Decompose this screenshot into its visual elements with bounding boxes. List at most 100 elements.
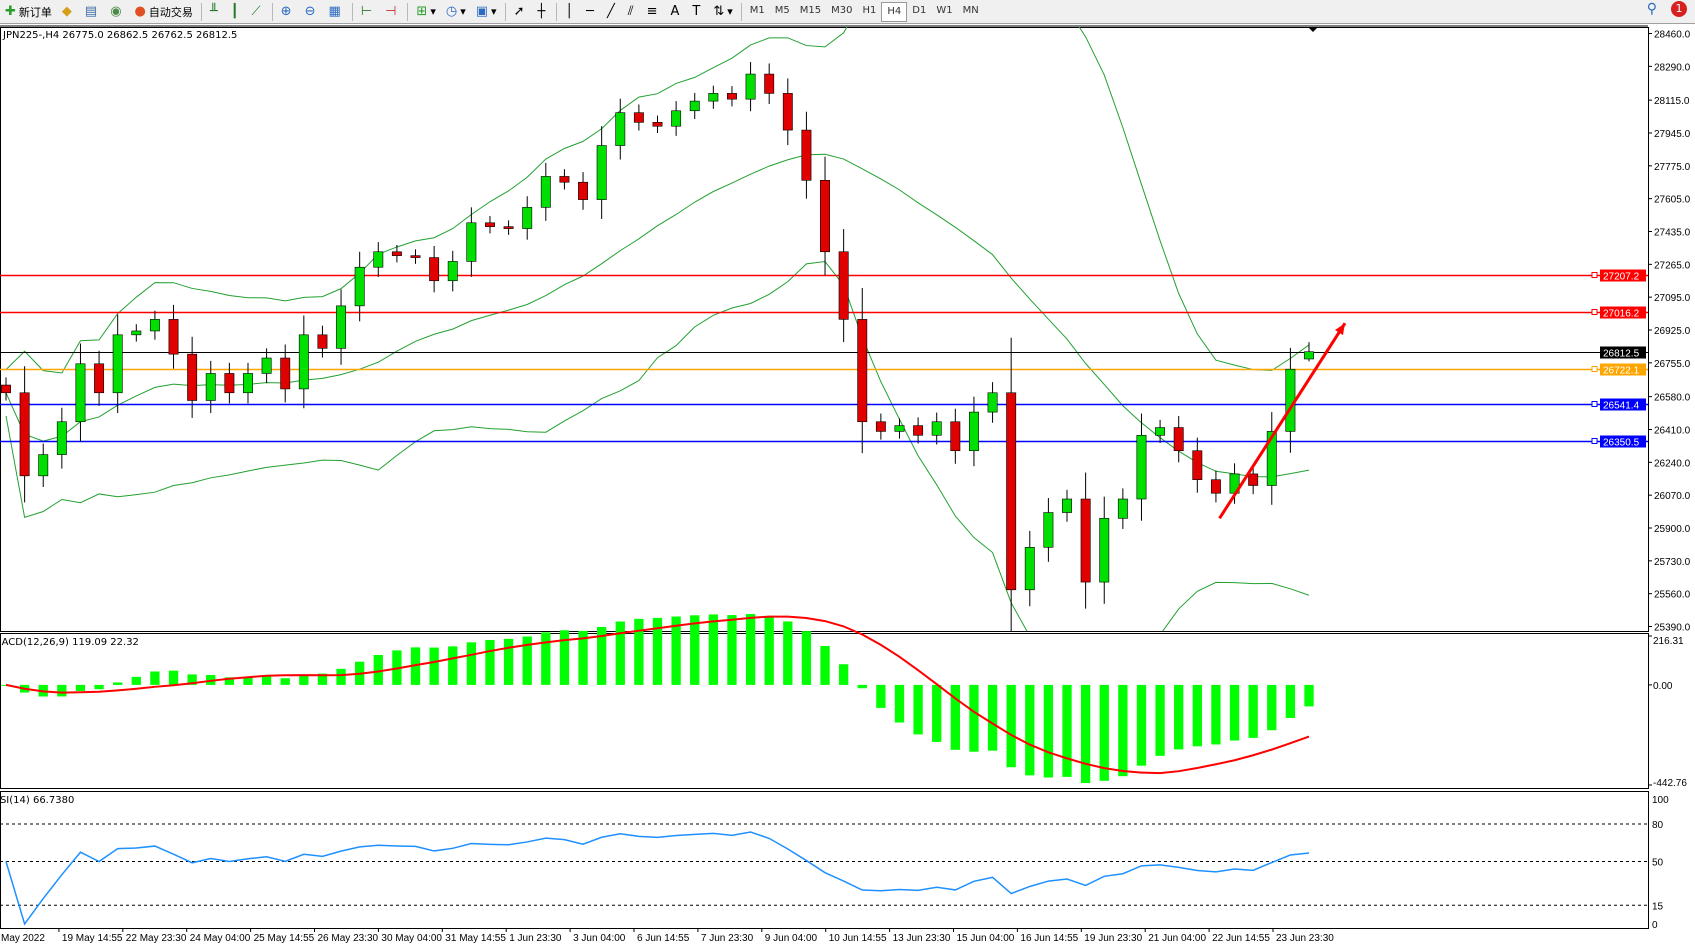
level-handle xyxy=(1591,272,1598,278)
horizontal-line-button[interactable]: ─ xyxy=(582,2,601,22)
tile-windows-button[interactable]: ▦ xyxy=(324,2,347,22)
macd-tick-label: 216.31 xyxy=(1653,636,1684,647)
macd-bar xyxy=(1192,684,1202,747)
timeframe-h4[interactable]: H4 xyxy=(881,1,908,22)
new-order-button[interactable]: ✚ 新订单 xyxy=(5,4,52,19)
candle-body xyxy=(820,180,830,253)
timeframe-w1[interactable]: W1 xyxy=(936,4,953,16)
cursor-button[interactable]: ➚ xyxy=(510,2,532,22)
candle-body xyxy=(298,334,309,390)
zoom-in-button[interactable]: ⊕ xyxy=(277,2,299,22)
candle-body xyxy=(578,181,588,200)
equidistant-channel-button[interactable]: ⫽ xyxy=(624,2,641,22)
separator xyxy=(740,2,742,21)
candle-body xyxy=(1266,431,1277,486)
signal-button[interactable]: ◉ xyxy=(106,2,128,22)
candle-body xyxy=(56,421,67,455)
macd-bar xyxy=(950,684,960,750)
text-label-button[interactable]: T xyxy=(688,2,707,22)
time-tick-label: 19 May 14:55 xyxy=(62,933,123,944)
search-icon[interactable]: ⚲ xyxy=(1646,1,1657,17)
candle-body xyxy=(615,112,626,146)
time-tick-label: 24 May 04:00 xyxy=(190,933,251,944)
candle-body xyxy=(112,334,123,394)
timeframe-d1[interactable]: D1 xyxy=(912,4,927,16)
candle-body xyxy=(149,319,160,332)
time-tick-label: 13 Jun 23:30 xyxy=(893,933,951,944)
candle-body xyxy=(1024,547,1035,591)
notification-badge[interactable]: 1 xyxy=(1671,1,1687,17)
candle-body xyxy=(950,421,961,452)
separator xyxy=(271,2,273,21)
macd-bar xyxy=(280,678,290,685)
level-handle xyxy=(1591,438,1598,444)
timeframe-m15[interactable]: M15 xyxy=(799,4,822,16)
candle-body xyxy=(1210,479,1221,494)
macd-bar xyxy=(1267,684,1277,731)
timeframe-bar: M1 M5 M15 M30 H1 H4 D1 W1 MN xyxy=(745,1,984,22)
indicators-button[interactable]: ⊞ ▾ xyxy=(416,4,436,19)
timeframe-h1[interactable]: H1 xyxy=(862,4,877,16)
arrows-button[interactable]: ⇅ ▾ xyxy=(713,4,733,19)
periods-button[interactable]: ◷ ▾ xyxy=(445,4,466,19)
candle-body xyxy=(261,357,272,374)
bollinger-upper xyxy=(5,27,1310,374)
rsi-pane xyxy=(0,791,1649,929)
candle-body xyxy=(503,226,514,229)
timeframe-m5[interactable]: M5 xyxy=(774,4,790,16)
price-axis-area xyxy=(1649,27,1695,947)
macd-bar xyxy=(764,615,774,685)
macd-bar xyxy=(727,615,737,685)
line-chart-button[interactable]: ⟋ xyxy=(248,2,268,22)
macd-bar xyxy=(466,642,477,685)
chart-shift-button[interactable]: ⊢ xyxy=(357,2,379,22)
candle-body xyxy=(652,122,663,127)
candle-body xyxy=(522,207,533,229)
candle-body xyxy=(1285,368,1296,432)
zoom-out-button[interactable]: ⊖ xyxy=(301,2,323,22)
bar-chart-icon: ╨ xyxy=(209,4,218,19)
macd-bar xyxy=(1043,684,1054,778)
macd-bar xyxy=(1006,684,1016,768)
history-center-icon: ▤ xyxy=(84,4,98,19)
autoscroll-button[interactable]: ⊣ xyxy=(381,2,403,22)
price-tick-label: 27095.0 xyxy=(1654,293,1691,304)
fibonacci-button[interactable]: ≡ xyxy=(643,2,665,22)
candle-body xyxy=(1080,498,1091,583)
trendline-button[interactable]: ╱ xyxy=(603,2,622,22)
templates-button[interactable]: ▣ ▾ xyxy=(475,4,497,19)
new-order-icon: ✚ xyxy=(5,4,16,19)
candle-body xyxy=(1136,434,1147,500)
crosshair-button[interactable]: ┼ xyxy=(533,2,552,22)
indicators-icon: ⊞ xyxy=(416,4,428,19)
auto-trading-icon: ● xyxy=(134,4,146,19)
time-tick-label: 30 May 04:00 xyxy=(381,933,442,944)
price-tick-label: 26580.0 xyxy=(1654,393,1691,404)
level-tag-label: 27207.2 xyxy=(1603,272,1640,283)
auto-trading-button[interactable]: ● 自动交易 xyxy=(134,4,193,19)
candle-body xyxy=(801,129,812,181)
timeframe-mn[interactable]: MN xyxy=(962,4,979,16)
level-handle xyxy=(1591,401,1598,407)
candle-body xyxy=(894,425,905,432)
toolbar: ✚ 新订单 ◆ ▤ ◉ ● 自动交易 ╨ ┃ ⟋ ⊕ ⊖ ▦ ⊢ ⊣ ⊞ ▾ ◷ ▾ ▣… xyxy=(0,0,1695,24)
separator xyxy=(556,2,558,21)
macd-bar xyxy=(559,630,570,685)
candle-body xyxy=(727,93,737,100)
candle-body xyxy=(764,73,775,94)
timeframe-m1[interactable]: M1 xyxy=(749,4,765,16)
chart-shift-marker-icon xyxy=(1308,27,1318,32)
timeframe-m30[interactable]: M30 xyxy=(831,4,853,16)
vertical-line-button[interactable]: │ xyxy=(561,2,580,22)
price-tick-label: 27265.0 xyxy=(1654,260,1691,271)
text-button[interactable]: A xyxy=(667,2,687,22)
history-center-button[interactable]: ▤ xyxy=(81,2,104,22)
bar-chart-button[interactable]: ╨ xyxy=(206,2,225,22)
macd-bar xyxy=(541,632,551,685)
price-tick-label: 25900.0 xyxy=(1654,524,1691,535)
level-tag xyxy=(1600,269,1646,282)
gold-button[interactable]: ◆ xyxy=(58,2,79,22)
candlestick-button[interactable]: ┃ xyxy=(227,2,246,22)
time-tick-label: 3 Jun 04:00 xyxy=(573,933,626,944)
